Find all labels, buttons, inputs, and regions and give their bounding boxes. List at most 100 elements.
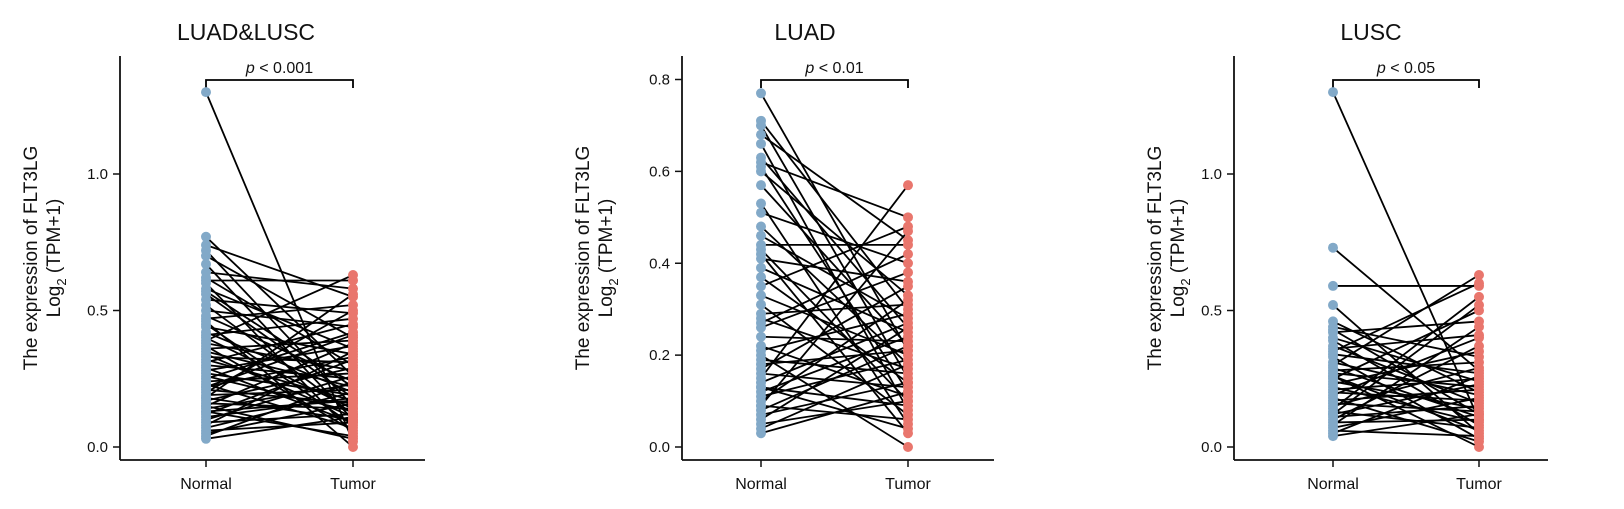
pair-line <box>205 380 354 437</box>
panel-luad: LUAD The expression of FLT3LG Log2 (TPM+1)… <box>573 19 994 493</box>
pair-line <box>205 339 354 350</box>
tumor-point <box>348 362 358 373</box>
normal-point <box>1328 409 1338 420</box>
normal-point <box>1328 242 1338 253</box>
y-axis-label-log: Log <box>596 286 617 318</box>
pair-lines <box>1332 91 1480 448</box>
y-axis-label-subscript: 2 <box>1178 278 1193 285</box>
y-axis-label-log: Log <box>44 286 65 318</box>
y-axis-label-line1: The expression of FLT3LG <box>21 146 42 371</box>
pair-line <box>205 356 354 388</box>
pair-line <box>760 303 909 416</box>
x-category-label-tumor: Tumor <box>1456 476 1502 493</box>
pair-line <box>205 391 354 429</box>
normal-point <box>201 250 211 261</box>
tumor-point <box>1474 291 1484 302</box>
pair-line <box>760 335 909 393</box>
pair-line <box>760 345 909 412</box>
pair-line <box>1332 413 1480 437</box>
tumor-point <box>903 322 913 333</box>
y-axis-label-unit: (TPM+1) <box>1168 199 1189 279</box>
normal-point <box>756 272 766 283</box>
y-axis-label-line2: Log2 (TPM+1) <box>1168 199 1193 318</box>
tumor-point <box>903 386 913 397</box>
pair-line <box>1332 304 1480 415</box>
p-symbol: p <box>245 60 255 77</box>
y-tick-label: 0.0 <box>649 439 670 456</box>
pair-line <box>205 317 354 336</box>
pair-line <box>1332 320 1480 334</box>
pair-line <box>760 124 909 379</box>
p-symbol: p <box>804 60 814 77</box>
x-category-label-tumor: Tumor <box>885 476 931 493</box>
pair-line <box>760 157 909 329</box>
tumor-point <box>1474 379 1484 390</box>
pair-line <box>205 416 354 440</box>
pair-line <box>760 386 909 430</box>
significance-label: p < 0.001 <box>245 60 313 77</box>
y-tick-label: 0.2 <box>649 347 670 364</box>
tumor-point <box>903 396 913 407</box>
pair-line <box>1332 296 1480 410</box>
pair-line <box>205 304 354 320</box>
normal-point <box>756 180 766 191</box>
tumor-point <box>1474 442 1484 452</box>
pair-line <box>760 133 909 242</box>
normal-point <box>756 290 766 301</box>
tumor-point <box>348 442 358 452</box>
pair-line <box>760 166 909 393</box>
tumor-point <box>903 423 913 434</box>
tumor-point <box>1474 401 1484 412</box>
tumor-point <box>903 359 913 370</box>
normal-point <box>756 262 766 273</box>
panel-luad-lusc: LUAD&LUSC The expression of FLT3LG Log2 (T… <box>21 19 425 493</box>
tumor-point <box>903 267 913 278</box>
pair-line <box>205 399 354 413</box>
pair-line <box>760 354 909 448</box>
p-relation: < 0.001 <box>255 60 313 77</box>
x-category-label-normal: Normal <box>180 476 232 493</box>
normal-point <box>1328 300 1338 311</box>
significance-label: p < 0.05 <box>1376 60 1435 77</box>
normal-point <box>201 231 211 242</box>
tumor-point <box>903 295 913 305</box>
pair-line <box>205 336 354 410</box>
pair-line <box>205 410 354 437</box>
y-tick-label: 0.5 <box>87 303 108 320</box>
pair-line <box>205 323 354 364</box>
y-tick-label: 0.4 <box>649 255 670 272</box>
tumor-point <box>348 319 358 330</box>
pair-line <box>205 350 354 426</box>
pair-line <box>760 322 909 384</box>
pair-line <box>760 92 909 351</box>
pair-line <box>205 334 354 388</box>
pair-line <box>760 161 909 219</box>
pair-line <box>760 184 909 379</box>
pair-line <box>205 402 354 435</box>
normal-point <box>1328 431 1338 442</box>
pair-line <box>760 253 909 324</box>
normal-point <box>756 249 766 260</box>
pair-line <box>760 363 909 430</box>
normal-point <box>201 406 211 417</box>
tumor-point <box>348 305 358 316</box>
tumor-point <box>348 381 358 392</box>
y-axis-label-line1: The expression of FLT3LG <box>1145 146 1166 371</box>
y-axis-label-line2: Log2 (TPM+1) <box>44 199 69 318</box>
normal-point <box>756 281 766 292</box>
pair-line <box>1332 366 1480 407</box>
tumor-point <box>903 212 913 223</box>
normal-point <box>756 382 766 393</box>
pair-line <box>760 326 909 421</box>
tumor-point <box>348 338 358 349</box>
tumor-point <box>1474 409 1484 420</box>
pair-line <box>760 299 909 402</box>
pair-line <box>205 342 354 407</box>
tumor-point <box>1474 332 1484 343</box>
x-category-label-normal: Normal <box>1307 476 1359 493</box>
pair-line <box>1332 274 1480 366</box>
normal-point <box>1328 280 1338 291</box>
pair-line <box>205 358 354 416</box>
y-axis-label-subscript: 2 <box>606 278 621 285</box>
